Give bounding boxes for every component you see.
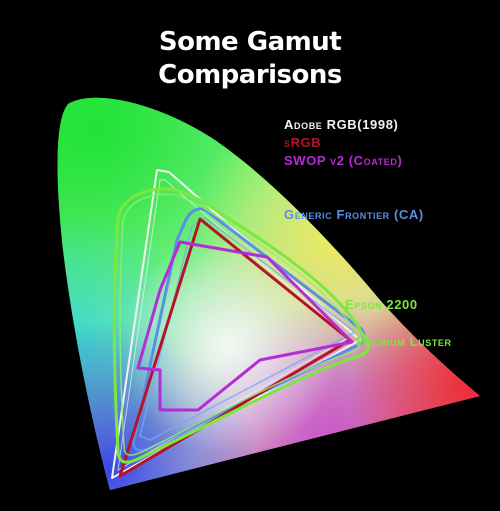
diagram-title-line-2: Comparisons — [158, 60, 342, 90]
gamut-outline-generic-frontier-inner — [139, 217, 357, 441]
gamut-outline-swop-v2 — [136, 240, 354, 412]
chromaticity-locus — [57, 97, 480, 491]
gamut-outline-epson-2200 — [112, 187, 370, 464]
legend-label-adobe-rgb: Adobe RGB(1998) — [284, 117, 399, 132]
legend-label-premium-luster: Premium Luster — [356, 334, 452, 349]
legend-label-epson-2200: Epson 2200 — [345, 297, 418, 312]
legend-label-generic-frontier: Generic Frontier (CA) — [284, 207, 424, 222]
legend-label-swop-v2: SWOP v2 (Coated) — [284, 153, 403, 168]
legend-label-srgb: sRGB — [284, 135, 322, 150]
gamut-outline-srgb — [118, 217, 352, 478]
gamut-outline-generic-frontier — [132, 207, 366, 452]
gamut-outline-premium-luster — [119, 193, 361, 456]
diagram-title-line-1: Some Gamut — [158, 27, 342, 57]
